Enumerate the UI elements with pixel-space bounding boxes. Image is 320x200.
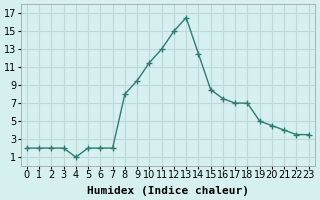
X-axis label: Humidex (Indice chaleur): Humidex (Indice chaleur) (87, 186, 249, 196)
